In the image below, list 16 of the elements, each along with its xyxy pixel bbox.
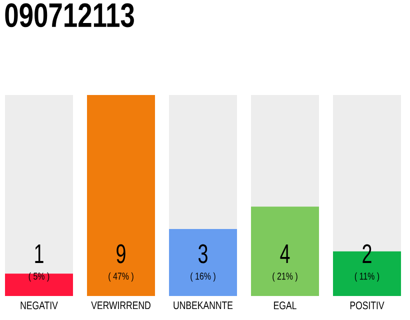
x-tick-label: UNBEKANNTE	[174, 302, 233, 310]
data-label: 1	[35, 244, 44, 263]
data-label: 9	[116, 244, 126, 264]
x-tick-label: POSITIV	[350, 302, 384, 310]
data-label: 4	[280, 244, 290, 263]
annotation: ( 47% )	[108, 272, 134, 282]
annotation: ( 16% )	[190, 272, 216, 282]
x-tick-label: EGAL	[274, 302, 296, 310]
annotation: ( 21% )	[272, 272, 298, 282]
x-tick-label: VERWIRREND	[91, 302, 150, 310]
annotation: ( 11% )	[354, 272, 380, 282]
x-tick-label: NEGATIV	[20, 302, 58, 310]
bar	[5, 274, 73, 296]
annotation: ( 5% )	[28, 272, 50, 282]
data-label: 3	[198, 244, 208, 264]
chart-title: 090712113	[5, 3, 134, 28]
